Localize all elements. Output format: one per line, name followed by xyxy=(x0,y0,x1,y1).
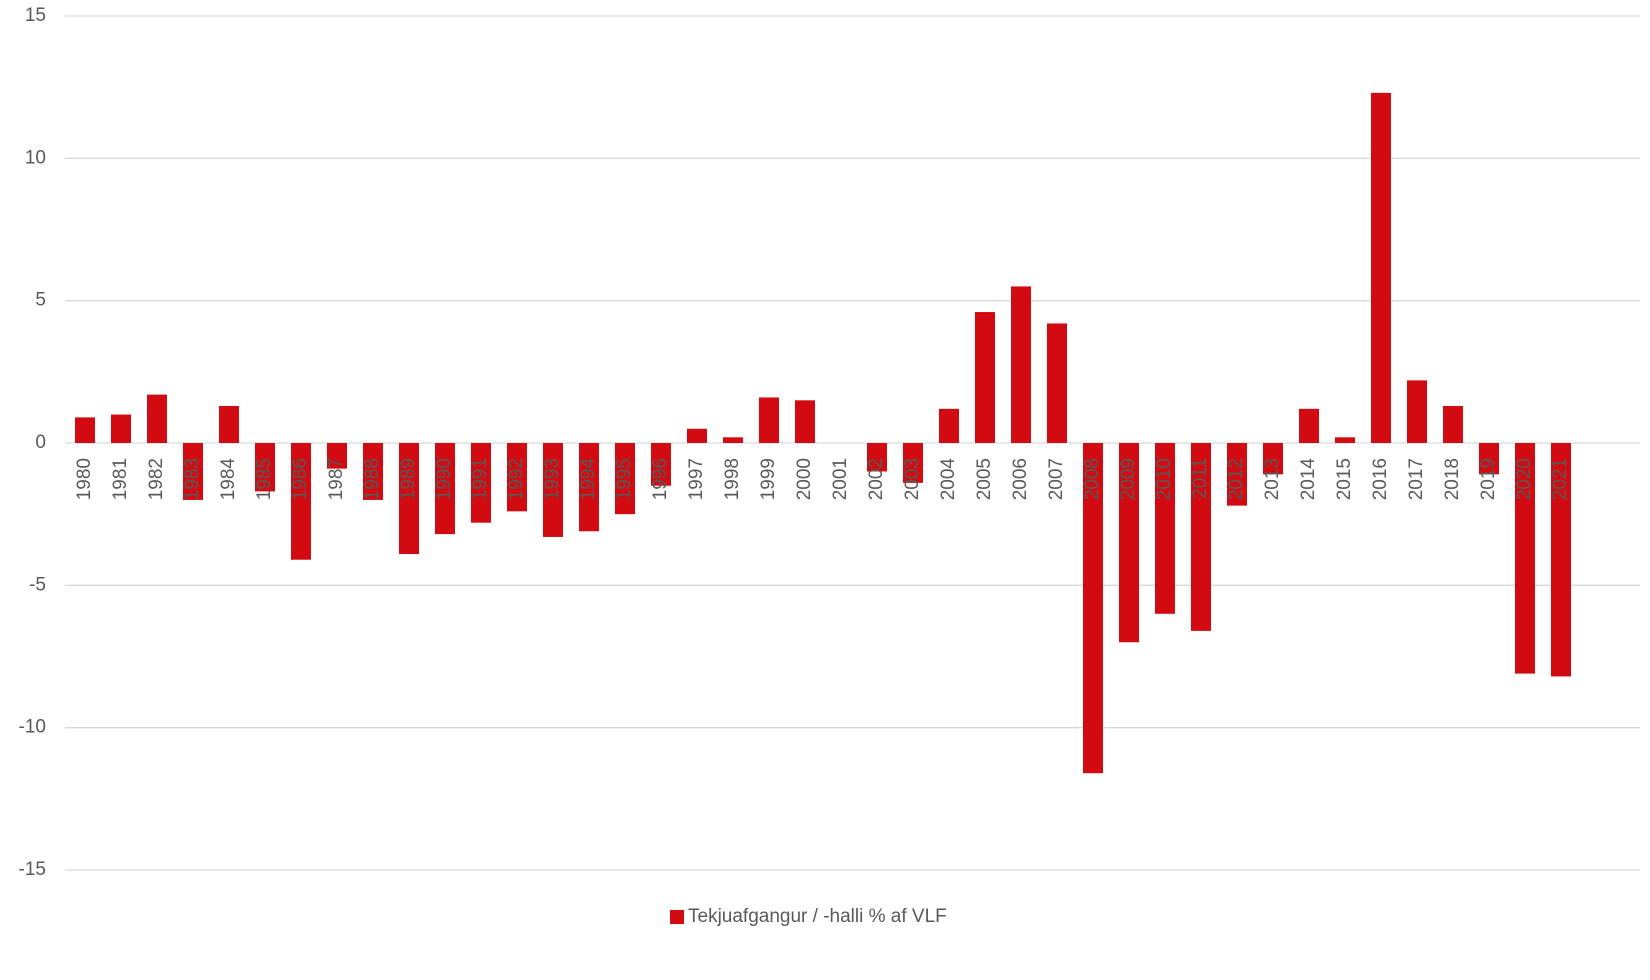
legend-swatch xyxy=(670,910,684,924)
x-tick-label: 1984 xyxy=(218,458,239,501)
bar xyxy=(615,443,635,515)
x-tick-label: 1988 xyxy=(362,458,383,500)
x-tick-label: 2003 xyxy=(902,458,923,500)
bar xyxy=(1299,408,1319,443)
bar xyxy=(291,443,311,560)
bar xyxy=(939,408,959,443)
x-tick-label: 2004 xyxy=(938,458,959,501)
x-tick-label: 1994 xyxy=(578,458,599,501)
x-tick-label: 1993 xyxy=(542,458,563,500)
x-tick-label: 2014 xyxy=(1298,458,1319,501)
x-tick-label: 2018 xyxy=(1442,458,1463,500)
x-tick-label: 2017 xyxy=(1406,458,1427,500)
bar xyxy=(327,443,347,469)
y-tick-label: 5 xyxy=(35,290,46,311)
bar xyxy=(111,414,131,443)
x-tick-label: 1982 xyxy=(146,458,167,500)
bar xyxy=(543,443,563,537)
x-tick-label: 1985 xyxy=(254,458,275,500)
x-tick-label: 1987 xyxy=(326,458,347,500)
bar xyxy=(147,394,167,443)
x-tick-label: 1998 xyxy=(722,458,743,500)
legend-label: Tekjuafgangur / -halli % af VLF xyxy=(688,906,947,927)
x-tick-label: 1999 xyxy=(758,458,779,500)
x-tick-label: 2005 xyxy=(974,458,995,500)
x-tick-label: 1990 xyxy=(434,458,455,500)
bar xyxy=(471,443,491,523)
x-tick-label: 1986 xyxy=(290,458,311,500)
x-tick-label: 2010 xyxy=(1154,458,1175,500)
bar xyxy=(183,443,203,500)
bar xyxy=(435,443,455,535)
x-tick-label: 2019 xyxy=(1478,458,1499,500)
bar xyxy=(1479,443,1499,475)
bar xyxy=(399,443,419,555)
bar xyxy=(1119,443,1139,643)
bar xyxy=(1263,443,1283,475)
x-tick-label: 2009 xyxy=(1118,458,1139,500)
x-tick-label: 2020 xyxy=(1514,458,1535,500)
x-tick-label: 1980 xyxy=(74,458,95,500)
bar xyxy=(75,417,95,443)
bar xyxy=(903,443,923,483)
x-tick-label: 2001 xyxy=(830,458,851,500)
x-tick-label: 2021 xyxy=(1550,458,1571,500)
y-tick-label: 10 xyxy=(25,147,46,168)
bar xyxy=(1191,443,1211,631)
x-tick-label: 2006 xyxy=(1010,458,1031,500)
x-tick-label: 2000 xyxy=(794,458,815,500)
bar xyxy=(723,437,743,443)
bar xyxy=(1371,92,1391,444)
bar xyxy=(687,428,707,443)
x-tick-label: 1995 xyxy=(614,458,635,500)
bar xyxy=(363,443,383,500)
bar xyxy=(1155,443,1175,614)
x-tick-label: 1992 xyxy=(506,458,527,500)
x-tick-label: 1996 xyxy=(650,458,671,500)
bar xyxy=(1443,405,1463,443)
x-tick-label: 2002 xyxy=(866,458,887,500)
bar xyxy=(1407,380,1427,443)
y-tick-label: 15 xyxy=(25,5,46,26)
x-tick-label: 2013 xyxy=(1262,458,1283,500)
x-tick-label: 2012 xyxy=(1226,458,1247,500)
y-tick-label: -5 xyxy=(29,574,46,595)
x-tick-label: 1983 xyxy=(182,458,203,500)
x-tick-label: 1997 xyxy=(686,458,707,500)
bar xyxy=(219,405,239,443)
bar xyxy=(759,397,779,443)
x-tick-label: 2016 xyxy=(1370,458,1391,500)
bar xyxy=(1335,437,1355,443)
bar xyxy=(1515,443,1535,674)
y-tick-label: -15 xyxy=(19,859,46,880)
x-tick-label: 1981 xyxy=(110,458,131,500)
bar xyxy=(867,443,887,472)
x-tick-label: 2015 xyxy=(1334,458,1355,500)
bar xyxy=(975,312,995,443)
bar xyxy=(1011,286,1031,443)
x-tick-label: 1991 xyxy=(470,458,491,500)
bar xyxy=(795,400,815,443)
x-tick-label: 2008 xyxy=(1082,458,1103,500)
x-tick-label: 2011 xyxy=(1190,458,1211,499)
x-tick-label: 1989 xyxy=(398,458,419,500)
bar xyxy=(579,443,599,532)
bar xyxy=(1227,443,1247,506)
x-tick-label: 2007 xyxy=(1046,458,1067,500)
bar xyxy=(507,443,527,512)
bar xyxy=(1047,323,1067,443)
y-tick-label: 0 xyxy=(35,432,46,453)
bar xyxy=(1083,443,1103,774)
bar xyxy=(651,443,671,486)
bar xyxy=(1551,443,1571,677)
y-tick-label: -10 xyxy=(19,717,46,738)
bar xyxy=(255,443,275,492)
